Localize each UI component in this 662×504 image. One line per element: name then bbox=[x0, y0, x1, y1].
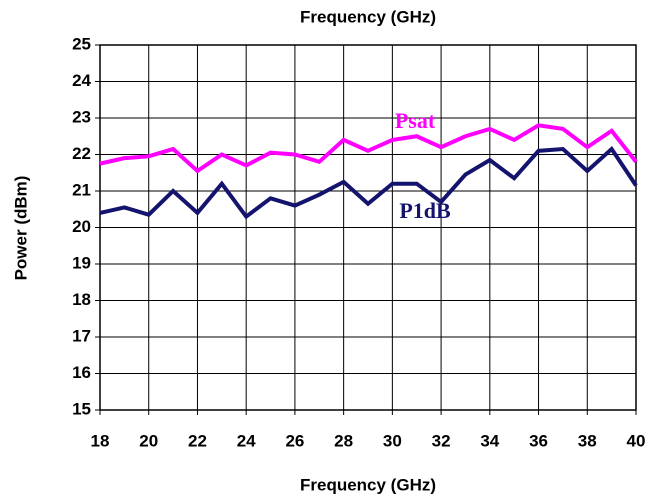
series-line bbox=[99, 123, 638, 174]
y-tick-label: 20 bbox=[72, 217, 91, 236]
y-axis-label: Power (dBm) bbox=[11, 176, 30, 281]
y-tick-label: 23 bbox=[72, 107, 91, 126]
x-tick-label: 36 bbox=[529, 431, 548, 450]
series-line bbox=[99, 145, 638, 220]
x-tick-label: 18 bbox=[91, 431, 110, 450]
plot-frame bbox=[99, 44, 637, 411]
x-tick-label: 30 bbox=[383, 431, 402, 450]
series-label: Psat bbox=[395, 108, 436, 133]
x-tick-label: 40 bbox=[627, 431, 646, 450]
chart-title: Frequency (GHz) bbox=[300, 7, 436, 26]
x-tick-label: 34 bbox=[480, 431, 499, 450]
y-tick-label: 25 bbox=[72, 34, 91, 53]
x-tick-label: 24 bbox=[237, 431, 256, 450]
series-label: P1dB bbox=[399, 198, 451, 223]
y-tick-label: 17 bbox=[72, 326, 91, 345]
y-tick-label: 24 bbox=[72, 71, 91, 90]
x-tick-label: 38 bbox=[578, 431, 597, 450]
y-tick-label: 21 bbox=[72, 180, 91, 199]
x-tick-label: 26 bbox=[285, 431, 304, 450]
x-tick-label: 32 bbox=[432, 431, 451, 450]
x-tick-label: 20 bbox=[139, 431, 158, 450]
x-axis-label: Frequency (GHz) bbox=[300, 475, 436, 494]
y-tick-label: 18 bbox=[72, 290, 91, 309]
y-tick-label: 16 bbox=[72, 363, 91, 382]
y-tick-label: 15 bbox=[72, 399, 91, 418]
x-tick-label: 28 bbox=[334, 431, 353, 450]
y-tick-label: 22 bbox=[72, 144, 91, 163]
x-tick-label: 22 bbox=[188, 431, 207, 450]
y-tick-label: 19 bbox=[72, 253, 91, 272]
